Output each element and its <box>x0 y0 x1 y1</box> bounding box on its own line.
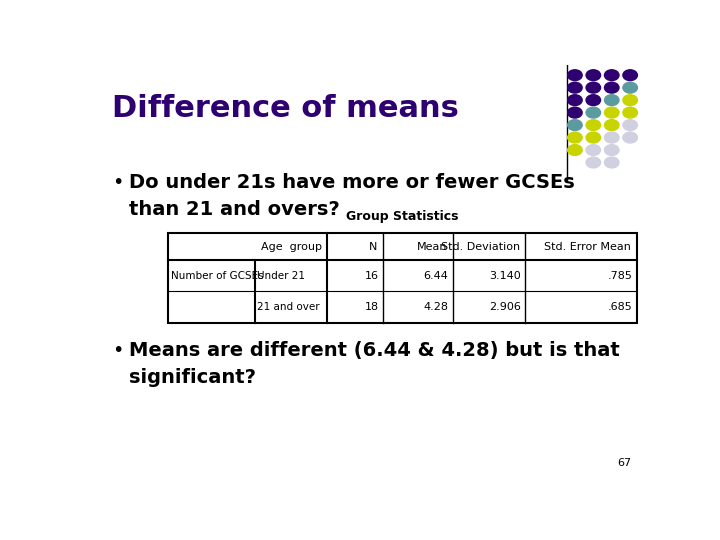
Text: significant?: significant? <box>129 368 256 387</box>
Circle shape <box>623 82 637 93</box>
Text: .785: .785 <box>608 271 632 281</box>
Text: Std. Deviation: Std. Deviation <box>441 242 520 252</box>
Circle shape <box>586 94 600 105</box>
Circle shape <box>623 107 637 118</box>
Text: Means are different (6.44 & 4.28) but is that: Means are different (6.44 & 4.28) but is… <box>129 341 620 360</box>
Circle shape <box>586 82 600 93</box>
Circle shape <box>605 145 619 156</box>
Circle shape <box>586 107 600 118</box>
Text: 2.906: 2.906 <box>489 302 521 312</box>
Circle shape <box>605 120 619 131</box>
Text: 3.140: 3.140 <box>489 271 521 281</box>
Text: Difference of means: Difference of means <box>112 94 459 123</box>
Circle shape <box>623 120 637 131</box>
Text: N: N <box>369 242 377 252</box>
Circle shape <box>567 94 582 105</box>
Circle shape <box>605 82 619 93</box>
Text: 21 and over: 21 and over <box>258 302 320 312</box>
Circle shape <box>605 94 619 105</box>
Text: 6.44: 6.44 <box>423 271 449 281</box>
Text: •: • <box>112 173 124 192</box>
Circle shape <box>586 145 600 156</box>
Bar <box>168 233 636 322</box>
Circle shape <box>586 120 600 131</box>
Circle shape <box>586 132 600 143</box>
Text: Do under 21s have more or fewer GCSEs: Do under 21s have more or fewer GCSEs <box>129 173 575 192</box>
Circle shape <box>567 107 582 118</box>
Text: 67: 67 <box>617 458 631 468</box>
Text: Group Statistics: Group Statistics <box>346 210 459 223</box>
Text: Age  group: Age group <box>261 242 322 252</box>
Circle shape <box>623 132 637 143</box>
Circle shape <box>605 132 619 143</box>
Circle shape <box>567 82 582 93</box>
Text: than 21 and overs?: than 21 and overs? <box>129 200 340 219</box>
Circle shape <box>567 145 582 156</box>
Text: 4.28: 4.28 <box>423 302 449 312</box>
Circle shape <box>605 157 619 168</box>
Text: Mean: Mean <box>417 242 447 252</box>
Text: 18: 18 <box>364 302 379 312</box>
Circle shape <box>623 94 637 105</box>
Text: Under 21: Under 21 <box>258 271 305 281</box>
Circle shape <box>605 107 619 118</box>
Text: •: • <box>112 341 124 360</box>
Circle shape <box>567 132 582 143</box>
Circle shape <box>567 120 582 131</box>
Circle shape <box>586 70 600 80</box>
Text: 16: 16 <box>364 271 379 281</box>
Text: Std. Error Mean: Std. Error Mean <box>544 242 631 252</box>
Circle shape <box>605 70 619 80</box>
Circle shape <box>623 70 637 80</box>
Text: .685: .685 <box>608 302 632 312</box>
Text: Number of GCSEs: Number of GCSEs <box>171 271 264 281</box>
Circle shape <box>586 157 600 168</box>
Circle shape <box>567 70 582 80</box>
